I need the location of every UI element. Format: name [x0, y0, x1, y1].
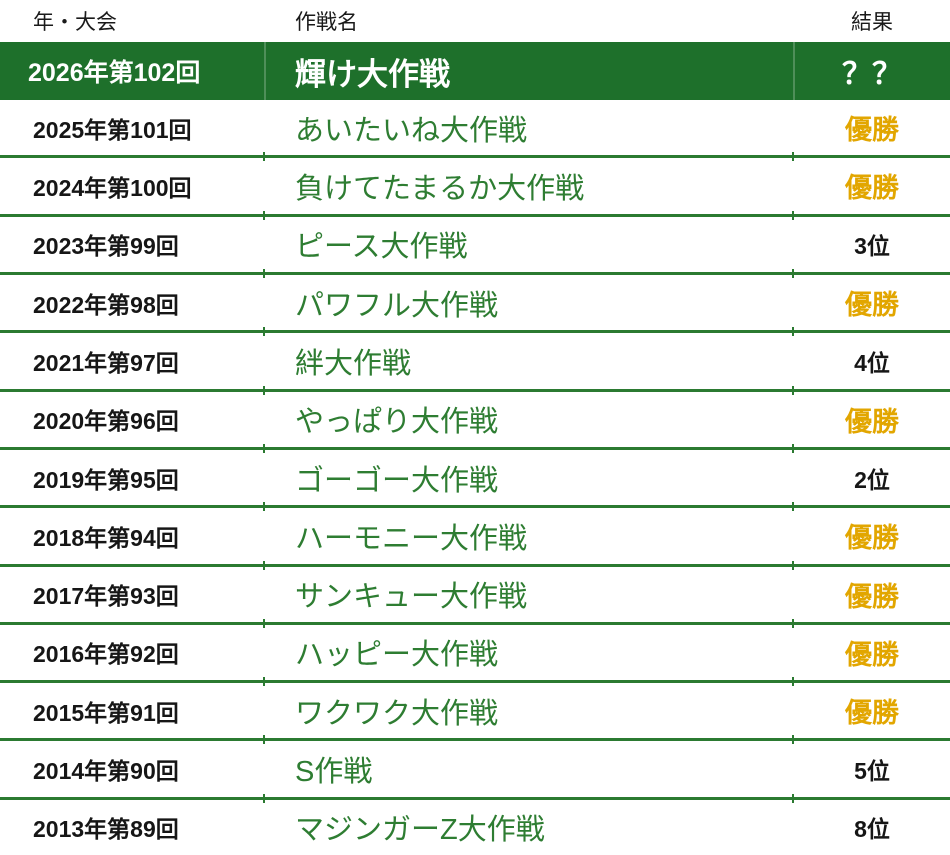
header-year-column: 年・大会	[33, 11, 117, 34]
result-cell: 優勝	[845, 523, 899, 554]
result-cell: 2位	[854, 466, 890, 493]
result-cell: 4位	[854, 349, 890, 376]
result-cell: 優勝	[845, 639, 899, 670]
operation-cell: 絆大作戦	[295, 347, 412, 380]
year-cell: 2015年第91回	[33, 699, 179, 726]
operation-cell: ハーモニー大作戦	[295, 522, 528, 555]
operation-cell: マジンガーZ大作戦	[295, 814, 545, 847]
table-row: 2014年第90回 S作戦 5位	[0, 735, 950, 797]
year-cell: 2016年第92回	[33, 641, 179, 668]
year-cell: 2023年第99回	[33, 233, 179, 260]
result-cell: 優勝	[845, 290, 899, 321]
table-row: 2025年第101回 あいたいね大作戦 優勝	[0, 100, 950, 156]
operation-cell: あいたいね大作戦	[295, 114, 528, 147]
operation-cell: 輝け大作戦	[295, 56, 450, 92]
year-cell: 2026年第102回	[28, 59, 201, 87]
table-row: 2018年第94回 ハーモニー大作戦 優勝	[0, 502, 950, 564]
year-cell: 2021年第97回	[33, 349, 179, 376]
operation-cell: ピース大作戦	[295, 231, 468, 264]
year-cell: 2020年第96回	[33, 408, 179, 435]
operation-cell: 負けてたまるか大作戦	[295, 172, 585, 205]
result-cell: 優勝	[845, 173, 899, 204]
result-cell: ？？	[842, 58, 902, 91]
operation-cell: ゴーゴー大作戦	[295, 464, 499, 497]
result-cell: 3位	[854, 233, 890, 260]
result-cell: 優勝	[845, 581, 899, 612]
operation-cell: S作戦	[295, 756, 373, 789]
year-cell: 2014年第90回	[33, 758, 179, 785]
column-divider	[264, 42, 266, 100]
year-cell: 2018年第94回	[33, 524, 179, 551]
table-row: 2021年第97回 絆大作戦 4位	[0, 327, 950, 389]
header-operation-column: 作戦名	[295, 11, 358, 34]
table-row: 2016年第92回 ハッピー大作戦 優勝	[0, 618, 950, 681]
operation-cell: やっぱり大作戦	[295, 406, 499, 439]
operation-cell: パワフル大作戦	[295, 289, 499, 322]
year-cell: 2024年第100回	[33, 174, 192, 201]
table-row: 2019年第95回 ゴーゴー大作戦 2位	[0, 443, 950, 506]
header-result-column: 結果	[851, 11, 893, 34]
result-cell: 8位	[854, 816, 890, 843]
table-row: 2023年第99回 ピース大作戦 3位	[0, 210, 950, 272]
table-row: 2013年第89回 マジンガーZ大作戦 8位	[0, 793, 950, 855]
table-row: 2024年第100回 負けてたまるか大作戦 優勝	[0, 152, 950, 214]
table-row: 2020年第96回 やっぱり大作戦 優勝	[0, 385, 950, 447]
operation-cell: ハッピー大作戦	[295, 639, 499, 672]
operation-cell: サンキュー大作戦	[295, 581, 528, 614]
year-cell: 2022年第98回	[33, 291, 179, 318]
table-header-row: 年・大会 作戦名 結果	[0, 0, 950, 42]
table-row: 2017年第93回 サンキュー大作戦 優勝	[0, 560, 950, 622]
table-row: 2015年第91回 ワクワク大作戦 優勝	[0, 677, 950, 739]
year-cell: 2025年第101回	[33, 116, 192, 143]
column-divider	[793, 42, 795, 100]
year-cell: 2019年第95回	[33, 466, 179, 493]
table-row: 2022年第98回 パワフル大作戦 優勝	[0, 268, 950, 331]
highlighted-row-2026: 2026年第102回 輝け大作戦 ？？	[0, 42, 950, 100]
result-cell: 5位	[854, 758, 890, 785]
year-cell: 2013年第89回	[33, 816, 179, 843]
result-cell: 優勝	[845, 698, 899, 729]
result-cell: 優勝	[845, 406, 899, 437]
table-body: 2025年第101回 あいたいね大作戦 優勝 2024年第100回 負けてたまる…	[0, 100, 950, 855]
operation-cell: ワクワク大作戦	[295, 697, 499, 730]
year-cell: 2017年第93回	[33, 583, 179, 610]
result-cell: 優勝	[845, 115, 899, 146]
